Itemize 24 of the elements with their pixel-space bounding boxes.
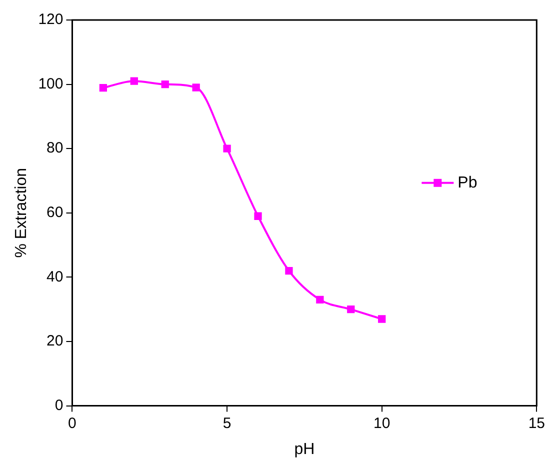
y-tick-label: 60: [46, 204, 64, 222]
x-tick-label: 10: [374, 414, 390, 432]
point: [347, 306, 355, 314]
point: [254, 212, 262, 220]
x-axis-title: pH: [294, 440, 315, 458]
point: [192, 84, 200, 92]
y-tick-label: 120: [38, 11, 64, 28]
y-tick-label: 40: [46, 268, 64, 286]
point: [285, 266, 293, 275]
y-tick-label: 0: [54, 396, 64, 414]
point: [378, 315, 386, 323]
y-tick-label: 100: [38, 75, 64, 92]
point: [316, 296, 324, 304]
point: [99, 84, 108, 92]
legend-label: Pb: [458, 174, 478, 192]
y-tick-label: 20: [46, 332, 64, 350]
point: [130, 77, 138, 85]
y-axis-title: % Extraction: [13, 168, 30, 258]
point: [161, 80, 169, 88]
point: [223, 144, 231, 152]
y-tick-label: 80: [46, 140, 64, 157]
x-tick-label: 15: [528, 414, 545, 432]
x-tick-label: 0: [68, 414, 76, 432]
x-tick-label: 5: [222, 414, 232, 432]
